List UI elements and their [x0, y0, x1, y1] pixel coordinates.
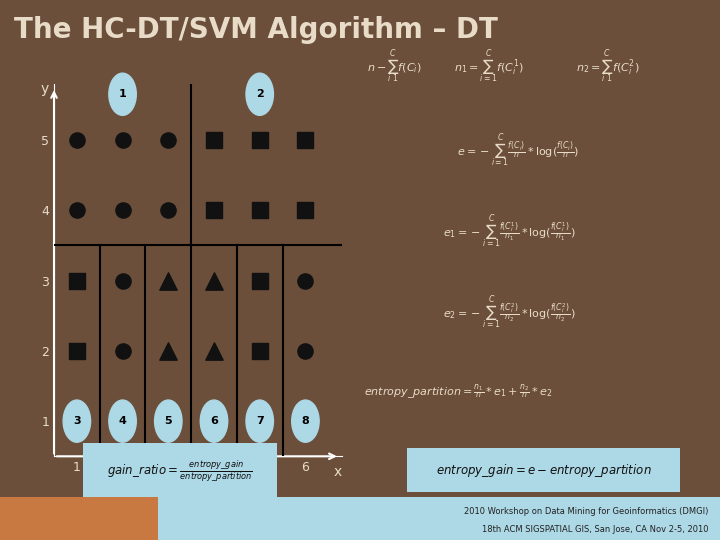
Point — [163, 276, 174, 285]
Circle shape — [109, 400, 136, 442]
Text: $gain\_ratio=\frac{entropy\_gain}{entropy\_partition}$: $gain\_ratio=\frac{entropy\_gain}{entrop… — [107, 458, 253, 484]
Text: x: x — [333, 465, 341, 479]
Point — [300, 206, 311, 214]
Point — [254, 347, 266, 355]
Point — [71, 136, 83, 144]
Point — [208, 206, 220, 214]
Text: 1: 1 — [119, 89, 127, 99]
Point — [71, 347, 83, 355]
Text: $n-\sum_{i\ 1}^{C}f(C_i)$: $n-\sum_{i\ 1}^{C}f(C_i)$ — [367, 49, 422, 86]
Point — [208, 276, 220, 285]
Text: $entropy\_gain=e-entropy\_partition$: $entropy\_gain=e-entropy\_partition$ — [436, 462, 652, 479]
Point — [163, 347, 174, 355]
Text: 2010 Workshop on Data Mining for Geoinformatics (DMGI): 2010 Workshop on Data Mining for Geoinfo… — [464, 508, 708, 516]
Circle shape — [246, 400, 274, 442]
Text: y: y — [41, 82, 49, 96]
Text: $n_2=\sum_{i\ 1}^{C}f(C_i^2)$: $n_2=\sum_{i\ 1}^{C}f(C_i^2)$ — [576, 49, 639, 86]
Text: 3: 3 — [73, 416, 81, 426]
Text: $e=-\sum_{i=1}^{C}\frac{f(C_i)}{n}*\log(\frac{f(C_i)}{n})$: $e=-\sum_{i=1}^{C}\frac{f(C_i)}{n}*\log(… — [457, 133, 580, 170]
Circle shape — [246, 73, 274, 116]
Text: 8: 8 — [302, 416, 310, 426]
Point — [163, 136, 174, 144]
Point — [163, 206, 174, 214]
Circle shape — [63, 400, 91, 442]
Point — [300, 347, 311, 355]
Text: 7: 7 — [256, 416, 264, 426]
Point — [71, 276, 83, 285]
Text: 5: 5 — [164, 416, 172, 426]
Point — [71, 206, 83, 214]
Point — [300, 276, 311, 285]
Text: 2: 2 — [256, 89, 264, 99]
Text: 4: 4 — [119, 416, 127, 426]
Text: The HC-DT/SVM Algorithm – DT: The HC-DT/SVM Algorithm – DT — [14, 16, 498, 44]
Point — [117, 136, 128, 144]
Circle shape — [109, 73, 136, 116]
Point — [117, 206, 128, 214]
Point — [254, 276, 266, 285]
Text: $entropy\_partition=\frac{n_1}{n}*e_1+\frac{n_2}{n}*e_2$: $entropy\_partition=\frac{n_1}{n}*e_1+\f… — [364, 382, 552, 401]
Text: $e_1=-\sum_{i=1}^{C}\frac{f(C_i^1)}{n_1}*\log(\frac{f(C_i^1)}{n_1})$: $e_1=-\sum_{i=1}^{C}\frac{f(C_i^1)}{n_1}… — [443, 214, 575, 251]
Point — [117, 276, 128, 285]
Point — [254, 206, 266, 214]
Circle shape — [292, 400, 319, 442]
Text: $e_2=-\sum_{i=1}^{C}\frac{f(C_i^2)}{n_2}*\log(\frac{f(C_i^2)}{n_2})$: $e_2=-\sum_{i=1}^{C}\frac{f(C_i^2)}{n_2}… — [443, 295, 575, 332]
Text: 18th ACM SIGSPATIAL GIS, San Jose, CA Nov 2-5, 2010: 18th ACM SIGSPATIAL GIS, San Jose, CA No… — [482, 525, 708, 534]
Point — [254, 136, 266, 144]
Point — [117, 347, 128, 355]
Point — [300, 136, 311, 144]
Point — [208, 136, 220, 144]
Point — [208, 347, 220, 355]
Text: $n_1=\sum_{i=1}^{C}f(C_i^1)$: $n_1=\sum_{i=1}^{C}f(C_i^1)$ — [454, 49, 523, 86]
Circle shape — [200, 400, 228, 442]
Text: 6: 6 — [210, 416, 218, 426]
Circle shape — [155, 400, 182, 442]
